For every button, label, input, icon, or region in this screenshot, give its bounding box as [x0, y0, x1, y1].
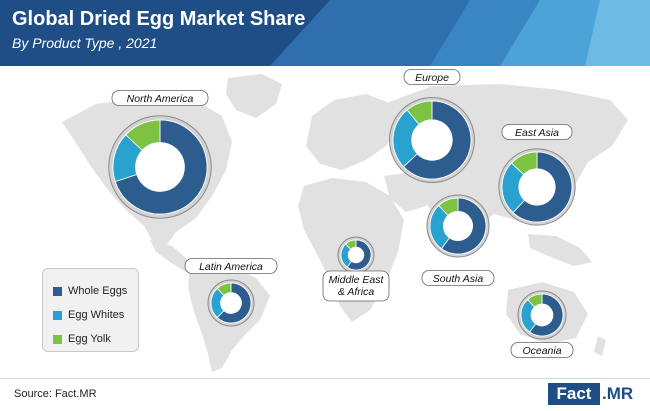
factmr-logo: Fact .MR: [548, 383, 640, 405]
slice-oceania-whole-eggs: [529, 293, 564, 337]
page-subtitle: By Product Type , 2021: [12, 35, 158, 51]
region-label-north-america: North America: [127, 93, 194, 105]
slice-east-asia-whole-eggs: [512, 151, 573, 223]
region-label-box-north-america: [111, 90, 209, 106]
region-label-europe: Europe: [415, 72, 449, 84]
slice-south-asia-whole-eggs: [440, 197, 487, 255]
header-banner: Global Dried Egg Market Share By Product…: [0, 0, 650, 66]
region-label-latin-america: Latin America: [199, 261, 263, 273]
source-note: Source: Fact.MR: [14, 388, 97, 400]
donut-oceania: Oceania: [510, 290, 574, 358]
region-label-box-middle-east-and-africa: [322, 270, 390, 302]
legend-swatch-egg-whites: [53, 310, 62, 320]
legend-item-egg-yolk: Egg Yolk: [53, 327, 130, 351]
slice-east-asia-egg-yolk: [510, 151, 538, 176]
logo-fact-block: Fact: [548, 383, 600, 405]
greenland-shape: [226, 74, 282, 118]
legend-swatch-egg-yolk: [53, 334, 62, 344]
header-background: [0, 0, 650, 66]
legend-swatch-whole-eggs: [53, 286, 62, 296]
donut-north-america: North America: [108, 90, 212, 219]
slice-latin-america-whole-eggs: [216, 282, 252, 324]
donut-latin-america: Latin America: [184, 258, 278, 327]
slice-europe-egg-yolk: [406, 100, 433, 125]
region-label-oceania: Oceania: [522, 345, 561, 357]
slice-europe-whole-eggs: [403, 100, 472, 180]
slice-middle-east-and-africa-egg-yolk: [345, 239, 357, 250]
europe-shape: [306, 94, 398, 170]
legend-item-whole-eggs: Whole Eggs: [53, 279, 130, 303]
region-label-box-latin-america: [184, 258, 278, 274]
legend-label-whole-eggs: Whole Eggs: [68, 285, 128, 297]
slice-north-america-egg-yolk: [125, 119, 161, 151]
donut-east-asia: East Asia: [498, 124, 576, 226]
donut-middle-east-and-africa: Middle East & Africa: [322, 236, 390, 302]
donut-charts: North America Europe East Asia South Asia La…: [108, 69, 576, 358]
slice-south-asia-egg-yolk: [438, 197, 459, 216]
slice-oceania-egg-yolk: [527, 293, 543, 308]
logo-mr-text: .MR: [602, 384, 634, 403]
world-map: North America Europe East Asia South Asia La…: [62, 69, 628, 372]
southeast-asia-shape: [528, 234, 592, 266]
donut-europe: Europe: [388, 69, 476, 184]
region-label-middle-east-and-africa: Middle East & Africa: [329, 274, 385, 298]
slice-latin-america-egg-yolk: [216, 282, 232, 296]
region-label-south-asia: South Asia: [433, 273, 484, 285]
region-label-east-asia: East Asia: [515, 127, 559, 139]
region-label-box-south-asia: [421, 270, 495, 286]
legend: Whole Eggs Egg Whites Egg Yolk: [42, 268, 139, 352]
new-zealand-shape: [594, 336, 606, 356]
footer-divider: [0, 378, 650, 379]
donut-south-asia: South Asia: [421, 194, 495, 286]
legend-label-egg-whites: Egg Whites: [68, 309, 125, 321]
legend-label-egg-yolk: Egg Yolk: [68, 333, 111, 345]
slice-middle-east-and-africa-whole-eggs: [346, 239, 372, 271]
region-label-box-east-asia: [501, 124, 573, 140]
region-label-box-oceania: [510, 342, 574, 358]
legend-item-egg-whites: Egg Whites: [53, 303, 130, 327]
central-america-shape: [150, 240, 194, 272]
region-label-box-europe: [403, 69, 461, 85]
page-title: Global Dried Egg Market Share: [12, 8, 306, 30]
slice-north-america-whole-eggs: [114, 119, 208, 215]
